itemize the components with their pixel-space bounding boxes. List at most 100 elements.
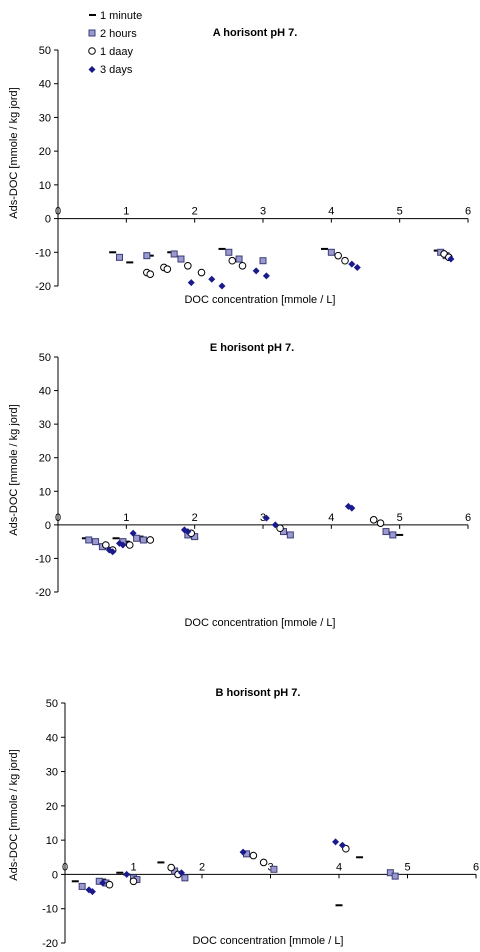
y-tick-label: 30 [46,767,58,779]
chart-panel-e: E horisont pH 7. DOC concentration [mmol… [8,342,471,629]
point-2-hours [85,536,93,544]
point-1-daay [228,256,237,265]
y-tick-label: 10 [46,835,58,847]
data-marks [109,247,455,290]
legend-label: 1 daay [100,46,134,58]
point-2-hours [225,248,233,256]
point-1-daay [167,863,175,872]
point-2-hours [78,882,86,890]
point-3-days [262,272,270,280]
point-2-hours [116,253,123,261]
point-2-hours [327,248,335,256]
point-3-days [123,870,131,878]
point-1-daay [238,261,247,270]
point-1-minute [126,261,134,264]
y-tick-label: -20 [35,587,51,599]
y-tick-label: 20 [39,453,51,465]
legend-item-1-daay: 1 daay [88,46,134,58]
x-axis-label: DOC concentration [mmole / L] [192,935,343,947]
point-2-hours [92,538,100,546]
point-1-daay [334,251,342,260]
x-tick-label: 5 [397,512,403,524]
data-marks [71,838,399,907]
point-1-minute [218,247,226,250]
y-tick-label: 0 [45,214,51,226]
point-3-days [88,888,96,896]
y-tick-label: 10 [39,486,51,498]
point-2-hours [382,528,390,536]
point-3-days [252,267,260,275]
y-tick-label: 50 [46,698,58,710]
x-tick-label: 2 [192,206,198,218]
y-tick-label: 40 [39,386,51,398]
x-tick-label: 2 [199,861,205,873]
point-3-days [208,275,216,283]
x-tick-label: 4 [328,206,334,218]
point-1-daay [184,261,192,270]
point-3-days [187,279,195,287]
x-tick-label: 0 [62,861,68,873]
square-marker [88,29,96,37]
legend-item-3-days: 3 days [88,64,133,76]
point-1-daay [146,536,155,544]
point-1-minute [335,904,343,907]
point-2-hours [133,534,141,542]
x-tick-label: 6 [465,512,471,524]
point-2-hours [286,531,294,539]
x-axis-label: DOC concentration [mmole / L] [184,294,335,306]
x-tick-label: 1 [130,861,136,873]
y-tick-label: -20 [35,281,51,293]
point-3-days [332,838,340,846]
point-3-days [348,504,356,512]
y-tick-label: -10 [42,904,58,916]
y-tick-label: 30 [39,112,51,124]
x-tick-label: 4 [336,861,342,873]
point-1-daay [129,877,138,886]
chart-panel-a: A horisont pH 7. DOC concentration [mmol… [8,27,471,306]
point-2-hours [177,255,185,263]
y-tick-label: 40 [46,732,58,744]
point-1-daay [341,256,349,265]
point-1-minute [116,871,124,874]
point-3-days [119,541,127,549]
point-3-days [447,255,455,263]
y-axis-label: Ads-DOC [mmole / kg jord] [8,404,20,535]
x-tick-label: 6 [473,861,479,873]
point-2-hours [389,531,397,539]
legend-label: 3 days [100,64,133,76]
point-3-days [99,879,107,887]
y-tick-label: 50 [39,45,51,57]
point-1-daay [105,880,114,889]
point-1-daay [342,844,350,853]
x-tick-label: 1 [123,512,129,524]
x-axis-label: DOC concentration [mmole / L] [184,617,335,629]
y-axis-label: Ads-DOC [mmole / kg jord] [8,749,20,880]
point-3-days [129,529,137,537]
y-tick-label: -10 [35,247,51,259]
point-3-days [262,514,270,522]
point-2-hours [391,872,399,880]
x-tick-label: 4 [328,512,334,524]
point-1-daay [146,270,155,279]
point-1-minute [396,533,404,536]
point-3-days [338,841,346,849]
point-3-days [353,263,361,271]
chart-title: A horisont pH 7. [213,27,298,39]
point-1-daay [125,541,134,549]
point-2-hours [270,865,278,873]
y-tick-label: 30 [39,419,51,431]
chart-panel-b: B horisont pH 7. DOC concentration [mmol… [8,687,479,950]
point-3-days [218,282,226,290]
legend-label: 2 hours [100,28,137,40]
y-tick-label: -10 [35,553,51,565]
y-tick-label: 0 [45,520,51,532]
point-2-hours [143,252,151,260]
point-1-daay [369,516,378,524]
x-tick-label: 1 [123,206,129,218]
point-1-daay [163,265,172,273]
x-tick-label: 3 [260,206,266,218]
